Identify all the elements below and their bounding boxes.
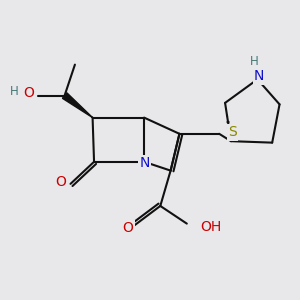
Text: S: S [228,125,237,139]
Text: H: H [10,85,19,98]
Text: O: O [23,86,34,100]
Text: O: O [122,221,134,235]
Polygon shape [62,93,93,118]
Text: N: N [254,69,264,83]
Text: OH: OH [200,220,221,234]
Text: H: H [250,55,259,68]
Text: O: O [55,176,66,189]
Text: N: N [140,156,150,170]
